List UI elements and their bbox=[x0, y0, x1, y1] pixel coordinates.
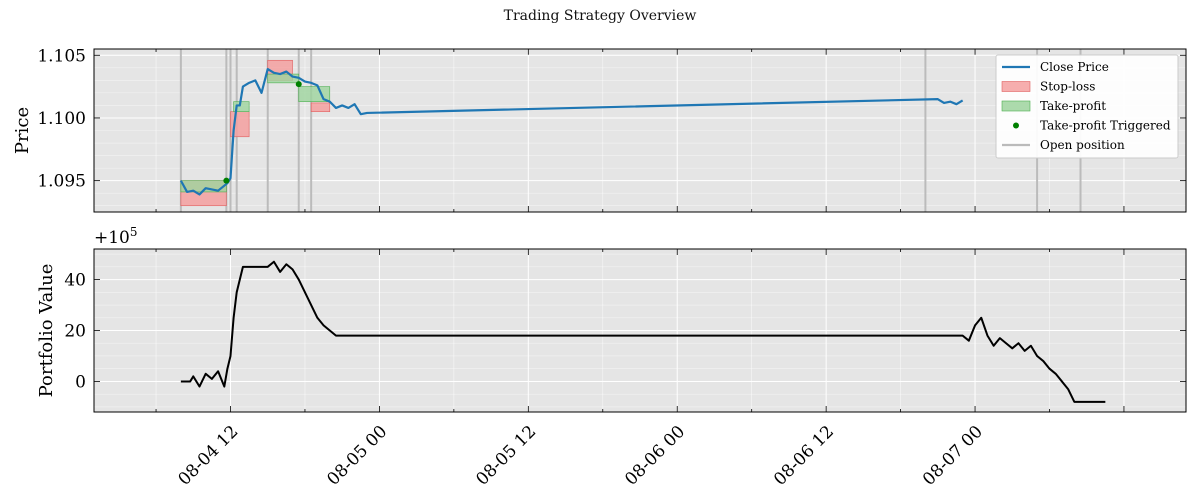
x-tick-label: 08-05 00 bbox=[323, 422, 391, 490]
price-y-tick-label: 1.105 bbox=[37, 46, 86, 66]
price-y-axis-label: Price bbox=[12, 107, 33, 154]
offset-exponent: 5 bbox=[130, 225, 138, 239]
take-profit-band bbox=[180, 180, 227, 193]
x-tick-label: 08-07 00 bbox=[919, 422, 987, 490]
take-profit-band bbox=[267, 73, 300, 84]
portfolio-value-line bbox=[180, 260, 1106, 403]
figure-title: Trading Strategy Overview bbox=[503, 8, 697, 24]
stop-loss-band bbox=[310, 102, 331, 112]
legend-label: Take-profit bbox=[1040, 99, 1106, 113]
close-price-line bbox=[179, 67, 964, 196]
price-y-tick-label: 1.095 bbox=[37, 172, 86, 192]
x-tick-label: 08-06 12 bbox=[770, 422, 838, 490]
legend-label: Stop-loss bbox=[1040, 80, 1095, 94]
portfolio-y-tick-label: 20 bbox=[64, 322, 86, 342]
portfolio-y-axis-label: Portfolio Value bbox=[36, 264, 57, 398]
legend-box bbox=[995, 54, 1179, 159]
legend-label: Take-profit Triggered bbox=[1040, 119, 1171, 133]
price-frame bbox=[93, 48, 1187, 213]
legend-swatch bbox=[1013, 122, 1019, 129]
take-profit-triggered-marker bbox=[223, 177, 230, 184]
offset-label: +105 bbox=[94, 225, 138, 248]
take-profit-triggered-marker bbox=[295, 81, 302, 88]
portfolio-y-tick-label: 40 bbox=[64, 271, 86, 291]
x-tick-label: 08-04 12 bbox=[175, 422, 243, 490]
price-y-tick-label: 1.100 bbox=[37, 109, 86, 129]
legend-label: Open position bbox=[1040, 138, 1125, 152]
x-tick-label: 08-06 00 bbox=[621, 422, 689, 490]
legend-swatch bbox=[1001, 100, 1031, 112]
legend-swatch bbox=[1001, 81, 1031, 92]
legend-label: Close Price bbox=[1040, 60, 1109, 74]
x-tick-label: 08-05 12 bbox=[472, 422, 540, 490]
portfolio-y-tick-label: 0 bbox=[75, 372, 86, 392]
